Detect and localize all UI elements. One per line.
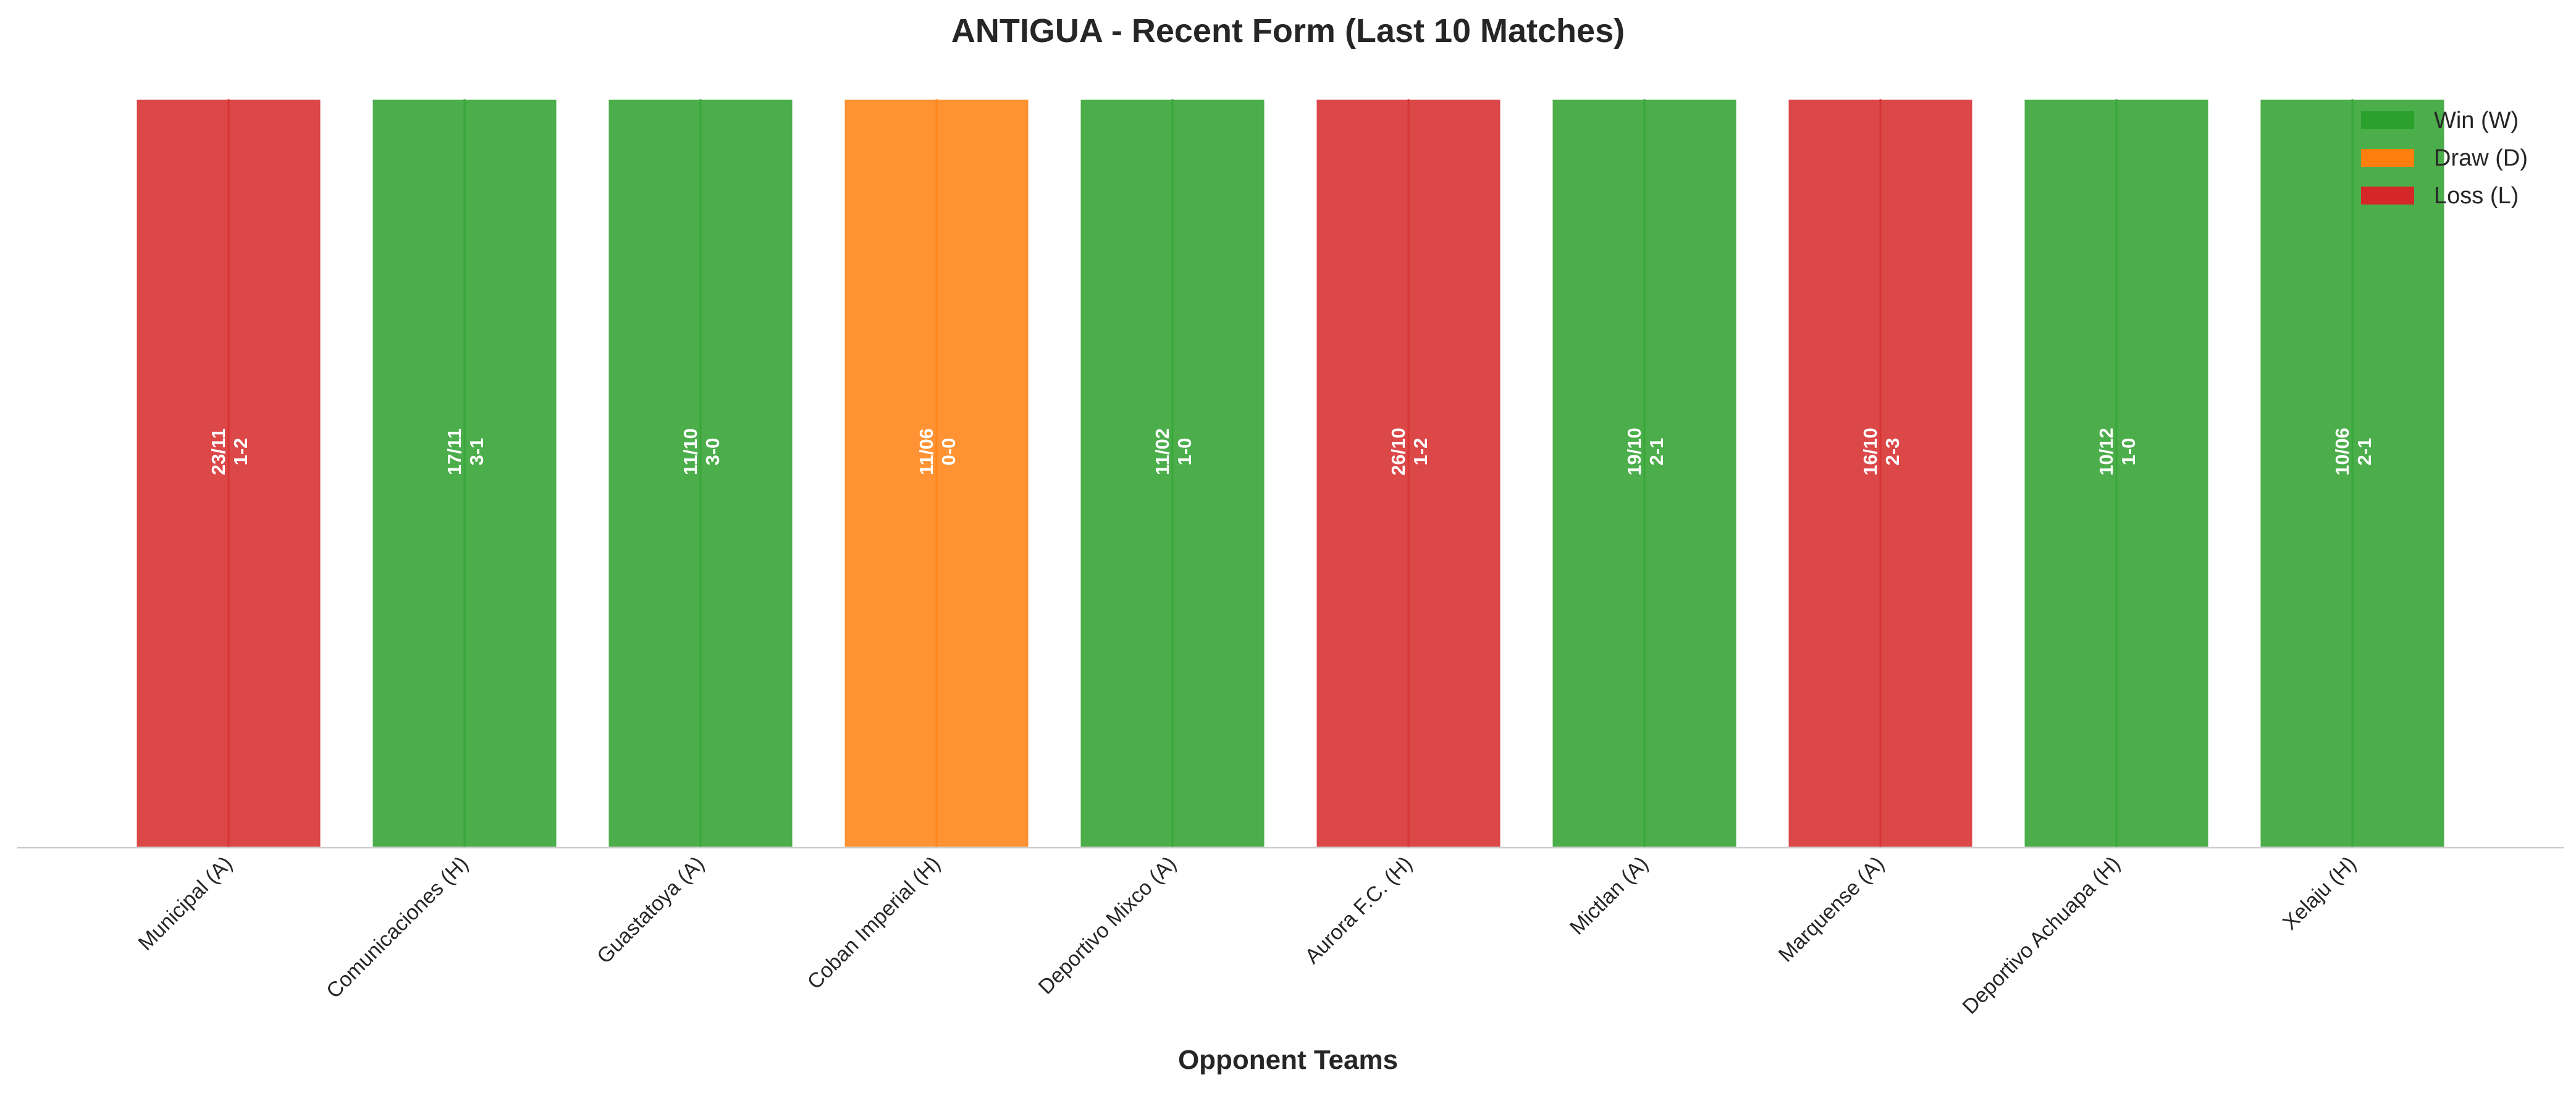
match-date-label: 10/12: [2095, 428, 2117, 476]
bar-annotation: 23/11 1-2: [208, 428, 251, 475]
x-tick-label: Coban Imperial (H): [803, 852, 945, 994]
bar-annotation: 10/12 1-0: [2095, 428, 2139, 476]
x-tick-label: Deportivo Achuapa (H): [1958, 852, 2125, 1019]
bar-annotation: 10/06 2-1: [2331, 428, 2375, 476]
bar-annotation: 11/06 0-0: [915, 428, 959, 475]
x-tick-label: Guastatoya (A): [592, 852, 709, 969]
match-date-label: 10/06: [2331, 428, 2353, 476]
legend-label-w: Win (W): [2434, 108, 2519, 133]
x-tick-label: Municipal (A): [134, 852, 237, 955]
match-date-label: 16/10: [1859, 428, 1881, 476]
x-tick-label: Comunicaciones (H): [322, 852, 473, 1003]
match-score-label: 2-1: [2354, 438, 2375, 466]
bar-annotation: 26/10 1-2: [1387, 428, 1431, 476]
match-score-label: 3-1: [466, 438, 487, 466]
match-score-label: 0-0: [938, 438, 959, 466]
match-score-label: 1-2: [1410, 438, 1431, 466]
legend-label-d: Draw (D): [2434, 145, 2528, 171]
bar-annotation: 11/02 1-0: [1151, 428, 1195, 475]
x-tick-label: Deportivo Mixco (A): [1034, 852, 1181, 999]
legend: Win (W) Draw (D) Loss (L): [2361, 108, 2528, 209]
x-tick-label: Aurora F.C. (H): [1300, 852, 1417, 969]
match-date-label: 17/11: [444, 428, 465, 475]
x-axis-label: Opponent Teams: [1178, 1045, 1398, 1075]
match-score-label: 3-0: [702, 438, 723, 466]
chart-title: ANTIGUA - Recent Form (Last 10 Matches): [951, 12, 1625, 49]
match-score-label: 2-1: [1646, 438, 1667, 466]
legend-swatch-w: [2361, 111, 2414, 129]
match-date-label: 11/10: [680, 428, 701, 475]
x-tick-labels: Municipal (A) Comunicaciones (H) Guastatoy…: [134, 852, 2361, 1019]
match-score-label: 1-0: [1174, 438, 1195, 466]
match-date-label: 26/10: [1387, 428, 1409, 476]
legend-label-l: Loss (L): [2434, 183, 2519, 209]
bar-annotation: 19/10 2-1: [1623, 428, 1667, 476]
match-date-label: 11/02: [1151, 428, 1173, 475]
match-date-label: 19/10: [1623, 428, 1645, 476]
match-date-label: 11/06: [915, 428, 937, 475]
legend-swatch-l: [2361, 187, 2414, 205]
match-score-label: 1-0: [2118, 438, 2139, 466]
match-score-label: 1-2: [230, 438, 251, 466]
match-date-label: 23/11: [208, 428, 229, 475]
x-tick-label: Xelaju (H): [2278, 852, 2361, 935]
x-tick-label: Marquense (A): [1774, 852, 1889, 967]
match-score-label: 2-3: [1882, 438, 1903, 466]
bar-annotation: 17/11 3-1: [444, 428, 487, 475]
bar-annotation: 11/10 3-0: [680, 428, 723, 475]
bar-annotation: 16/10 2-3: [1859, 428, 1903, 476]
bars-layer: 23/11 1-2 17/11 3-1 11/10 3-0 11/06 0-0 11/02 1-0…: [135, 98, 2446, 849]
x-tick-label: Mictlan (A): [1565, 852, 1653, 940]
legend-swatch-d: [2361, 149, 2414, 167]
